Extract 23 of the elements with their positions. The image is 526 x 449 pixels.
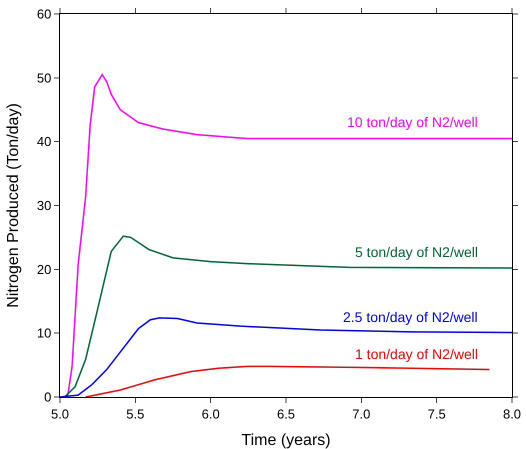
y-axis-title: Nitrogen Produced (Ton/day) [5,103,22,308]
y-tick-label: 60 [36,6,52,22]
line-series [64,235,512,397]
x-tick-label: 5.0 [50,406,70,422]
line-series [84,366,490,397]
y-tick-label: 0 [44,390,52,405]
x-tick-label: 7.5 [428,406,446,422]
y-tick-label: 20 [36,262,52,277]
x-tick-label: 6.5 [276,406,296,422]
series-label: 10 ton/day of N2/well [347,114,478,130]
series-label: 5 ton/day of N2/well [355,244,478,260]
x-tick-label: 6.0 [202,406,220,422]
x-tick-label: 7.0 [352,406,370,422]
y-tick-label: 30 [36,198,52,214]
series-label: 1 ton/day of N2/well [355,346,478,362]
y-tick-label: 10 [36,326,52,341]
series-label: 2.5 ton/day of N2/well [343,309,478,325]
y-tick-label: 50 [36,70,52,86]
line-series [66,74,512,397]
x-tick-label: 8.0 [502,406,522,422]
x-tick-label: 5.5 [126,406,144,422]
x-axis-title: Time (years) [241,432,331,449]
y-tick-label: 40 [36,134,52,150]
